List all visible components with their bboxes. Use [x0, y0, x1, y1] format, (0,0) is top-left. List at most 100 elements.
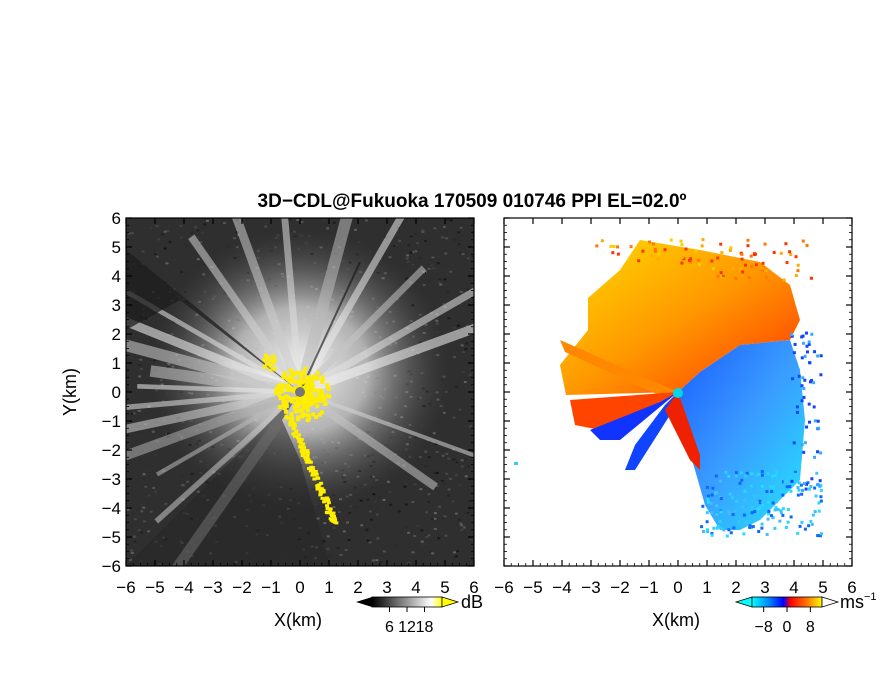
velocity-speck — [763, 242, 767, 246]
beam-streak — [297, 388, 438, 491]
noise-speck — [460, 528, 464, 531]
noise-speck — [186, 480, 190, 483]
velocity-speck — [793, 342, 797, 346]
noise-speck — [129, 549, 133, 552]
noise-speck — [154, 490, 158, 493]
yellow-echo — [303, 389, 308, 394]
velocity-speck — [818, 479, 822, 483]
yellow-echo — [285, 388, 290, 393]
beam-streak — [299, 390, 474, 458]
velocity-speck — [788, 485, 792, 489]
velocity-speck — [721, 273, 725, 277]
noise-speck — [442, 411, 446, 414]
noise-speck — [300, 221, 304, 224]
yellow-echo — [321, 488, 326, 492]
velocity-speck — [817, 426, 821, 430]
yellow-echo — [299, 375, 304, 380]
yellow-echo — [305, 418, 310, 423]
velocity-speck — [718, 519, 722, 523]
velocity-speck — [755, 500, 759, 504]
snr-x-tick-label: 4 — [411, 578, 420, 597]
yellow-echo — [328, 517, 333, 521]
velocity-speck — [802, 395, 806, 399]
velocity-speck — [743, 263, 747, 267]
snr-y-tick-label: 0 — [112, 383, 121, 402]
noise-speck — [179, 225, 183, 228]
velocity-speck — [814, 494, 818, 498]
noise-speck — [133, 518, 137, 521]
yellow-echo — [286, 383, 291, 388]
velocity-speck — [782, 480, 786, 484]
noise-speck — [129, 559, 133, 562]
noise-speck — [332, 221, 336, 224]
yellow-echo — [271, 366, 275, 370]
velocity-colorbar-tick-label: 0 — [783, 619, 792, 636]
noise-speck — [427, 456, 431, 459]
noise-speck — [435, 273, 439, 276]
noise-speck — [427, 534, 431, 537]
noise-speck — [156, 255, 160, 258]
velocity-speck — [745, 471, 749, 475]
noise-speck — [379, 561, 383, 564]
velocity-speck — [819, 483, 823, 487]
velocity-speck — [514, 462, 518, 465]
yellow-echo — [330, 513, 335, 517]
beam-streak — [126, 387, 301, 434]
yellow-echo — [264, 355, 268, 359]
velocity-speck — [807, 340, 811, 344]
velocity-speck — [795, 410, 799, 414]
snr-y-tick-label: −1 — [102, 412, 121, 431]
velocity-axis-ticks: −6 −5 −4 −3 −2 −1 0 1 2 3 4 5 6 — [494, 217, 857, 597]
velocity-speck — [770, 489, 774, 493]
velocity-speck — [786, 520, 790, 524]
snr-colorbar-ticks: 6 12 18 — [385, 607, 434, 636]
noise-speck — [456, 324, 460, 327]
noise-speck — [326, 535, 330, 538]
noise-speck — [464, 348, 468, 351]
noise-speck — [201, 231, 205, 234]
snr-y-label: Y(km) — [60, 368, 80, 416]
yellow-echo — [318, 487, 323, 491]
noise-speck — [471, 284, 474, 287]
velocity-speck — [742, 513, 746, 517]
noise-speck — [463, 380, 467, 383]
yellow-echo — [315, 404, 320, 409]
noise-speck — [436, 262, 440, 265]
noise-speck — [184, 242, 188, 245]
velocity-speck — [781, 513, 785, 517]
noise-speck — [163, 230, 167, 233]
velocity-speck — [813, 510, 817, 514]
velocity-speck — [772, 250, 776, 254]
velocity-speck — [808, 380, 812, 384]
yellow-echo — [313, 469, 318, 473]
noise-speck — [323, 522, 327, 525]
beam-streak — [137, 384, 301, 395]
noise-speck — [366, 498, 370, 501]
noise-speck — [227, 245, 231, 248]
noise-speck — [469, 538, 473, 541]
noise-speck — [130, 232, 134, 235]
yellow-echo — [300, 401, 305, 406]
velocity-speck — [802, 481, 806, 485]
noise-speck — [155, 233, 159, 236]
yellow-echo — [273, 357, 277, 361]
noise-speck — [460, 344, 464, 347]
noise-speck — [397, 510, 401, 513]
beam-streak — [296, 218, 405, 394]
beam-streak — [298, 287, 474, 396]
velocity-speck — [707, 494, 711, 498]
velocity-speck — [629, 245, 633, 249]
velocity-speck — [761, 503, 765, 507]
velocity-speck — [816, 354, 820, 358]
velocity-speck — [788, 250, 792, 254]
noise-speck — [205, 219, 209, 222]
velocity-speck — [694, 249, 698, 253]
yellow-echo — [295, 404, 300, 409]
velocity-speck — [797, 374, 801, 378]
velocity-speck — [749, 484, 753, 488]
yellow-echo — [302, 396, 307, 401]
noise-speck — [422, 284, 426, 287]
noise-speck — [130, 356, 134, 359]
noise-speck — [139, 358, 143, 361]
